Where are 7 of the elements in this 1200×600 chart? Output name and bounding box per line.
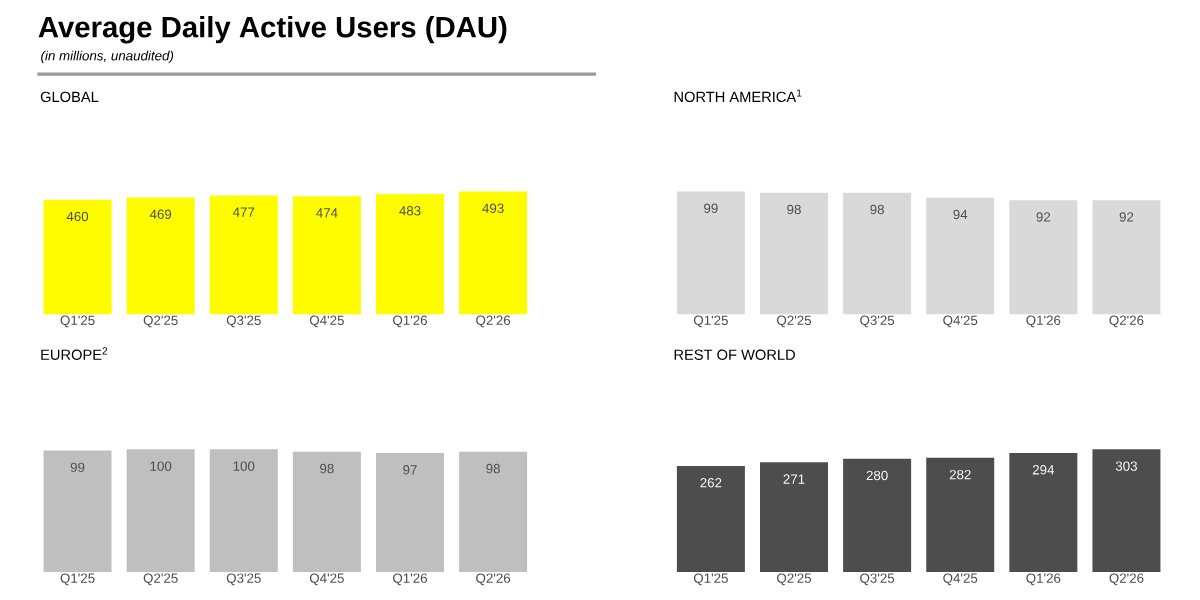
text: Average Daily Active Users (DAU) bbox=[38, 16, 507, 44]
bar bbox=[676, 465, 745, 572]
bar bbox=[926, 457, 995, 572]
bar bbox=[760, 462, 829, 572]
bar bbox=[1009, 452, 1078, 572]
bar bbox=[1092, 449, 1161, 572]
bar bbox=[843, 458, 912, 572]
